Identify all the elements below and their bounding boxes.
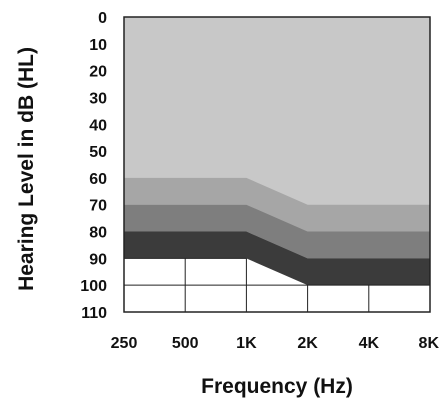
x-tick-label: 4K: [359, 335, 380, 352]
y-tick-label: 20: [89, 64, 107, 81]
band-2: [124, 204, 430, 259]
plot-area: [123, 16, 431, 313]
x-axis-title: Frequency (Hz): [201, 375, 353, 398]
y-tick-label: 90: [89, 251, 107, 268]
y-tick-label: 110: [81, 305, 107, 322]
y-tick-label: 60: [89, 171, 107, 188]
y-tick-label: 50: [89, 144, 107, 161]
y-tick-label: 70: [89, 198, 107, 215]
x-tick-label: 2K: [297, 335, 318, 352]
gridlines: [124, 257, 430, 312]
y-tick-label: 10: [89, 37, 107, 54]
y-axis-ticks: 0 10 20 30 40 50 60 70 80 90 100 110: [80, 10, 107, 322]
plot-border: [123, 16, 431, 313]
y-tick-label: 30: [89, 90, 107, 107]
x-tick-label: 250: [111, 335, 138, 352]
x-tick-label: 500: [172, 335, 199, 352]
x-axis-ticks: 250 500 1K 2K 4K 8K: [111, 335, 440, 352]
x-tick-label: 1K: [236, 335, 257, 352]
y-tick-label: 80: [89, 225, 107, 242]
x-tick-label: 8K: [419, 335, 440, 352]
band-3: [124, 231, 430, 286]
y-tick-label: 0: [98, 10, 107, 27]
band-1: [124, 177, 430, 232]
y-tick-label: 100: [80, 278, 107, 295]
y-axis-title: Hearing Level in dB (HL): [15, 47, 38, 291]
y-tick-label: 40: [89, 117, 107, 134]
